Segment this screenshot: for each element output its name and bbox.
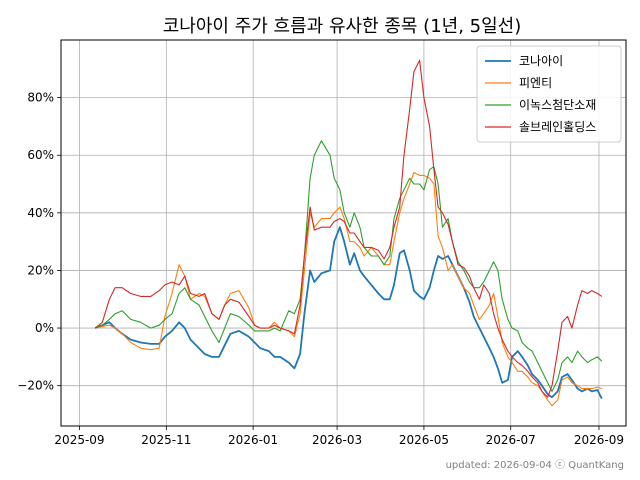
y-tick-label: −20% (17, 379, 54, 393)
x-tick-label: 2026-01 (228, 433, 278, 447)
legend-label: 피엔티 (519, 76, 552, 90)
x-tick-label: 2026-09 (574, 433, 624, 447)
y-tick-label: 80% (27, 91, 54, 105)
chart-title: 코나아이 주가 흐름과 유사한 종목 (1년, 5일선) (163, 16, 522, 37)
y-axis: −20% 0% 20% 40% 60% 80% (17, 91, 61, 393)
legend-label: 솔브레인홀딩스 (519, 120, 596, 134)
y-tick-label: 40% (27, 206, 54, 220)
series-line-2 (95, 171, 602, 407)
legend-label: 코나아이 (519, 54, 563, 68)
x-tick-label: 2026-05 (399, 433, 449, 447)
legend-label: 이녹스첨단소재 (519, 98, 596, 112)
x-tick-label: 2026-03 (312, 433, 362, 447)
x-tick-label: 2025-11 (141, 433, 191, 447)
series-line-1 (94, 226, 603, 400)
y-tick-label: 20% (27, 263, 54, 277)
footer-text: updated: 2026-09-04 ⓒ QuantKang (446, 459, 624, 471)
y-tick-label: 60% (27, 148, 54, 162)
series-layer (94, 59, 603, 407)
x-axis: 2025-09 2025-11 2026-01 2026-03 2026-05 2026-… (54, 426, 624, 447)
series-line-4 (94, 59, 603, 398)
y-tick-label: 0% (35, 321, 54, 335)
x-tick-label: 2025-09 (54, 433, 104, 447)
plot-frame (60, 39, 627, 427)
series-line-3 (94, 140, 603, 392)
x-tick-label: 2026-07 (486, 433, 536, 447)
legend-box (476, 45, 622, 143)
